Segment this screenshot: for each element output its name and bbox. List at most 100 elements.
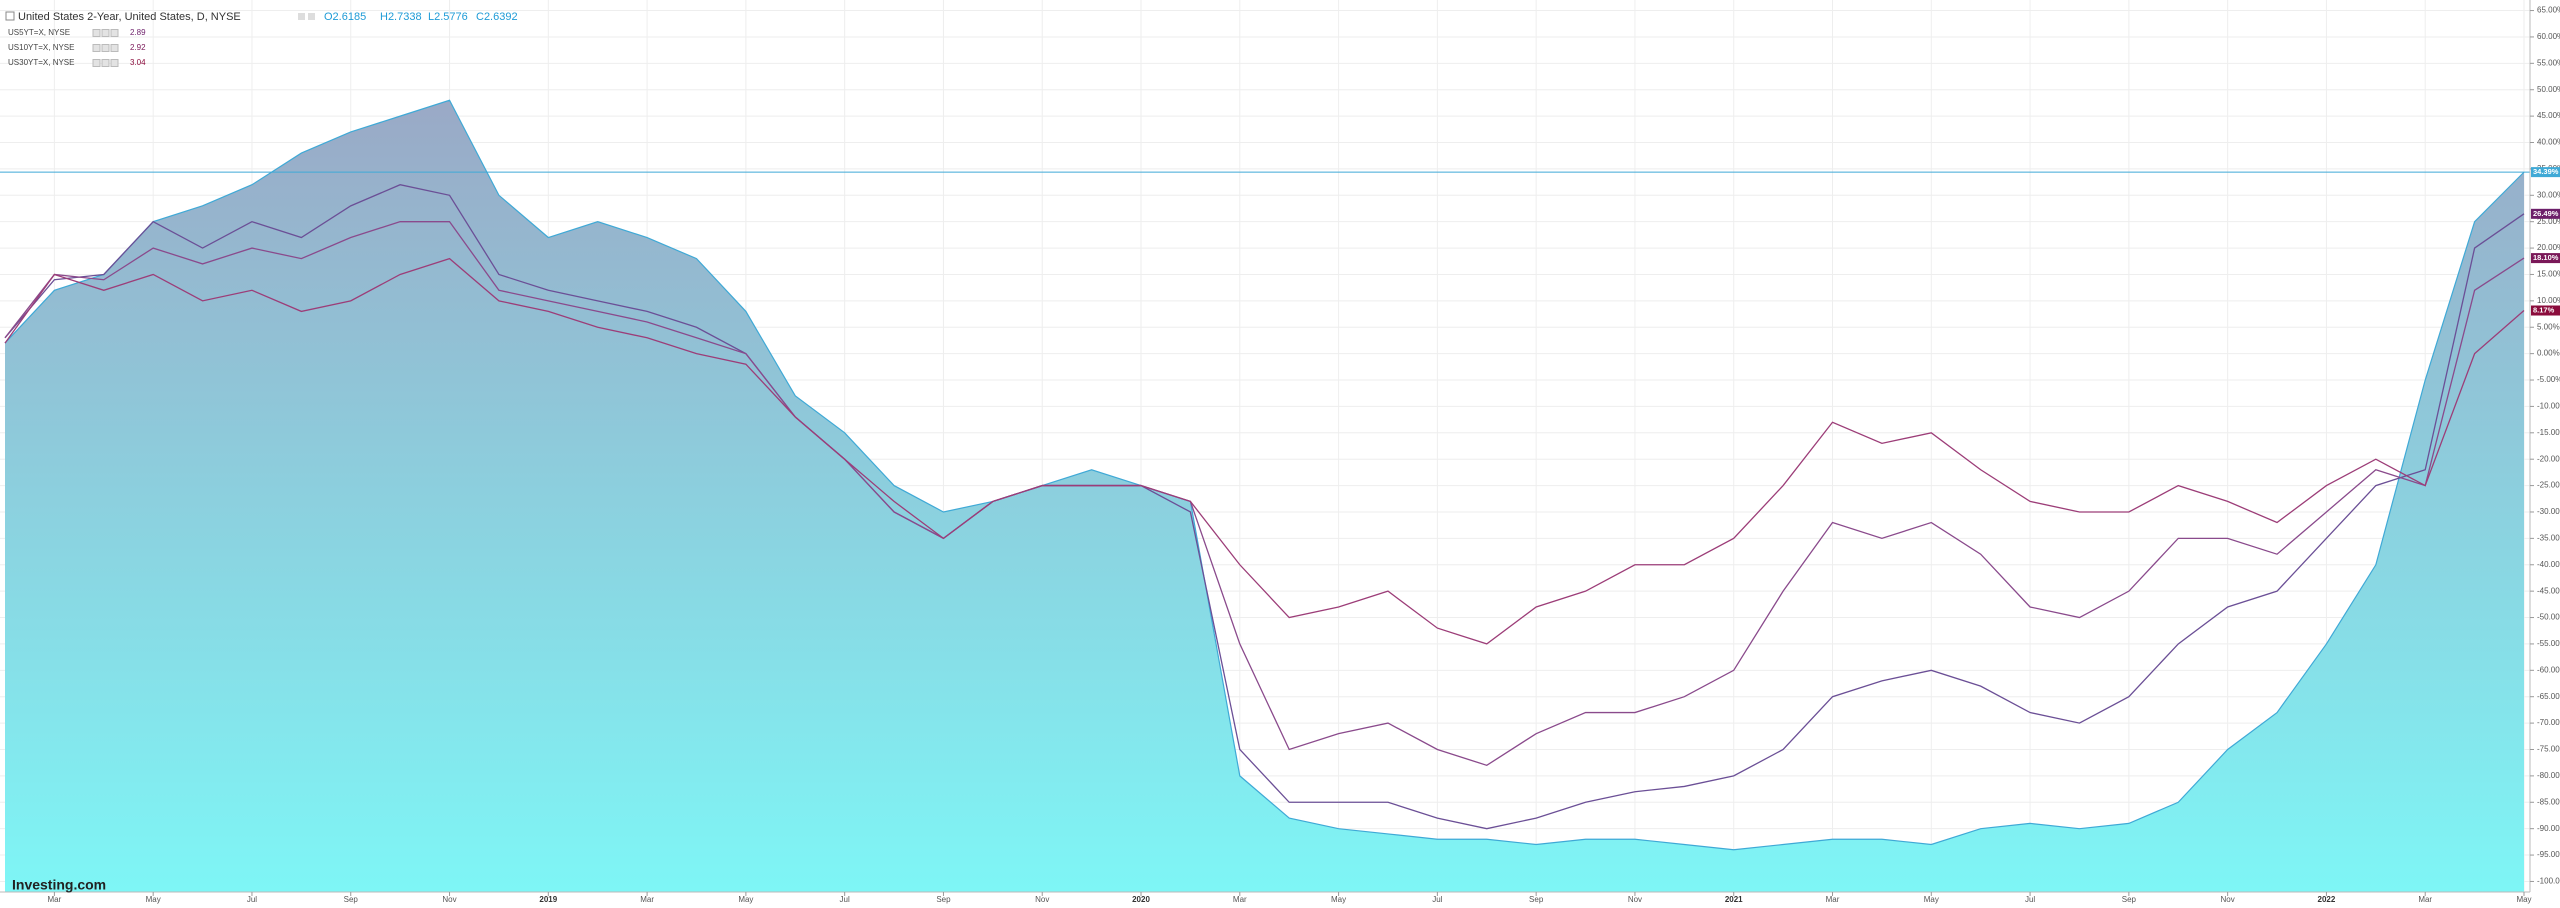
x-tick-label: Mar <box>2418 895 2432 904</box>
y-tick-label: 5.00% <box>2537 322 2560 331</box>
legend-icon[interactable] <box>101 44 110 52</box>
value-badge <box>2531 253 2560 264</box>
x-tick-label: Jul <box>2025 895 2035 904</box>
header: United States 2-Year, United States, D, … <box>5 11 518 23</box>
y-tick-label: -90.00% <box>2537 824 2560 833</box>
high-value: H2.7338 <box>380 11 422 23</box>
y-tick-label: -60.00% <box>2537 665 2560 674</box>
legend-icon[interactable] <box>92 59 101 67</box>
x-tick-label: Mar <box>1233 895 1247 904</box>
value-badge <box>2531 208 2560 219</box>
y-tick-label: -100.00% <box>2537 877 2560 886</box>
x-tick-label: Jul <box>247 895 257 904</box>
y-tick-label: -20.00% <box>2537 454 2560 463</box>
x-tick-label: 2019 <box>539 895 557 904</box>
value-badge <box>2531 167 2560 178</box>
y-tick-label: 45.00% <box>2537 111 2560 120</box>
legend-icon[interactable] <box>92 44 101 52</box>
x-tick-label: Nov <box>442 895 456 904</box>
x-tick-label: Nov <box>1035 895 1049 904</box>
x-tick-label: Sep <box>936 895 951 904</box>
legend: US5YT=X, NYSE 2.89 US10YT=X, NYSE 2.92 US30Y… <box>8 28 146 67</box>
plot <box>0 99 2530 892</box>
y-tick-label: 60.00% <box>2537 32 2560 41</box>
x-tick-label: Nov <box>2221 895 2235 904</box>
value-badge <box>2531 305 2560 316</box>
y-tick-label: -95.00% <box>2537 850 2560 859</box>
icon[interactable] <box>308 13 315 20</box>
x-tick-label: Sep <box>2122 895 2137 904</box>
x-tick-label: Sep <box>344 895 359 904</box>
value-badge-label: 18.10% <box>2533 253 2559 262</box>
legend-icon[interactable] <box>110 29 119 37</box>
y-tick-label: -15.00% <box>2537 428 2560 437</box>
legend-value: 3.04 <box>130 58 146 67</box>
x-tick-label: Jul <box>840 895 850 904</box>
close-value: C2.6392 <box>476 11 518 23</box>
legend-value: 2.92 <box>130 43 146 52</box>
legend-icon[interactable] <box>92 29 101 37</box>
y-tick-label: -5.00% <box>2537 375 2560 384</box>
y-tick-label: -85.00% <box>2537 797 2560 806</box>
x-tick-label: Mar <box>640 895 654 904</box>
axes: 65.00%60.00%55.00%50.00%45.00%40.00%35.0… <box>48 6 2560 904</box>
area-outline <box>4 99 2525 851</box>
line <box>4 257 2525 645</box>
y-tick-label: -40.00% <box>2537 560 2560 569</box>
y-tick-label: -25.00% <box>2537 481 2560 490</box>
value-badge-label: 34.39% <box>2533 167 2559 176</box>
line <box>4 221 2525 767</box>
y-tick-label: 20.00% <box>2537 243 2560 252</box>
legend-value: 2.89 <box>130 28 146 37</box>
x-tick-label: May <box>146 895 161 904</box>
y-tick-label: 15.00% <box>2537 270 2560 279</box>
y-tick-label: -30.00% <box>2537 507 2560 516</box>
x-tick-label: May <box>1331 895 1346 904</box>
y-tick-label: -45.00% <box>2537 586 2560 595</box>
x-tick-label: Nov <box>1628 895 1642 904</box>
main-title: United States 2-Year, United States, D, … <box>18 11 241 23</box>
x-tick-label: 2020 <box>1132 895 1150 904</box>
y-tick-label: -55.00% <box>2537 639 2560 648</box>
x-tick-label: Sep <box>1529 895 1544 904</box>
x-tick-label: May <box>738 895 753 904</box>
value-badge-label: 26.49% <box>2533 209 2559 218</box>
legend-icon[interactable] <box>101 59 110 67</box>
legend-label: US5YT=X, NYSE <box>8 28 70 37</box>
value-badge-label: 8.17% <box>2533 305 2555 314</box>
x-tick-label: 2021 <box>1725 895 1743 904</box>
watermark: Investing.com <box>12 877 106 893</box>
legend-label: US10YT=X, NYSE <box>8 43 74 52</box>
legend-label: US30YT=X, NYSE <box>8 58 74 67</box>
y-tick-label: 30.00% <box>2537 190 2560 199</box>
area <box>5 100 2524 892</box>
y-tick-label: -10.00% <box>2537 402 2560 411</box>
legend-icon[interactable] <box>110 44 119 52</box>
y-tick-label: 55.00% <box>2537 58 2560 67</box>
x-tick-label: Mar <box>1826 895 1840 904</box>
y-tick-label: -50.00% <box>2537 613 2560 622</box>
y-tick-label: 40.00% <box>2537 138 2560 147</box>
y-tick-label: -80.00% <box>2537 771 2560 780</box>
y-tick-label: -65.00% <box>2537 692 2560 701</box>
y-tick-label: 65.00% <box>2537 6 2560 15</box>
icon[interactable] <box>298 13 305 20</box>
x-tick-label: May <box>1924 895 1939 904</box>
y-tick-label: 25.00% <box>2537 217 2560 226</box>
x-tick-label: 2022 <box>2318 895 2336 904</box>
x-tick-label: May <box>2516 895 2531 904</box>
y-tick-label: 0.00% <box>2537 349 2560 358</box>
legend-icon[interactable] <box>101 29 110 37</box>
low-value: L2.5776 <box>428 11 468 23</box>
collapse-icon[interactable] <box>5 11 15 21</box>
y-tick-label: -75.00% <box>2537 745 2560 754</box>
y-tick-label: -70.00% <box>2537 718 2560 727</box>
x-tick-label: Jul <box>1432 895 1442 904</box>
y-tick-label: 10.00% <box>2537 296 2560 305</box>
legend-icon[interactable] <box>110 59 119 67</box>
open-value: O2.6185 <box>324 11 366 23</box>
x-tick-label: Mar <box>48 895 62 904</box>
y-tick-label: 50.00% <box>2537 85 2560 94</box>
line <box>4 184 2525 830</box>
